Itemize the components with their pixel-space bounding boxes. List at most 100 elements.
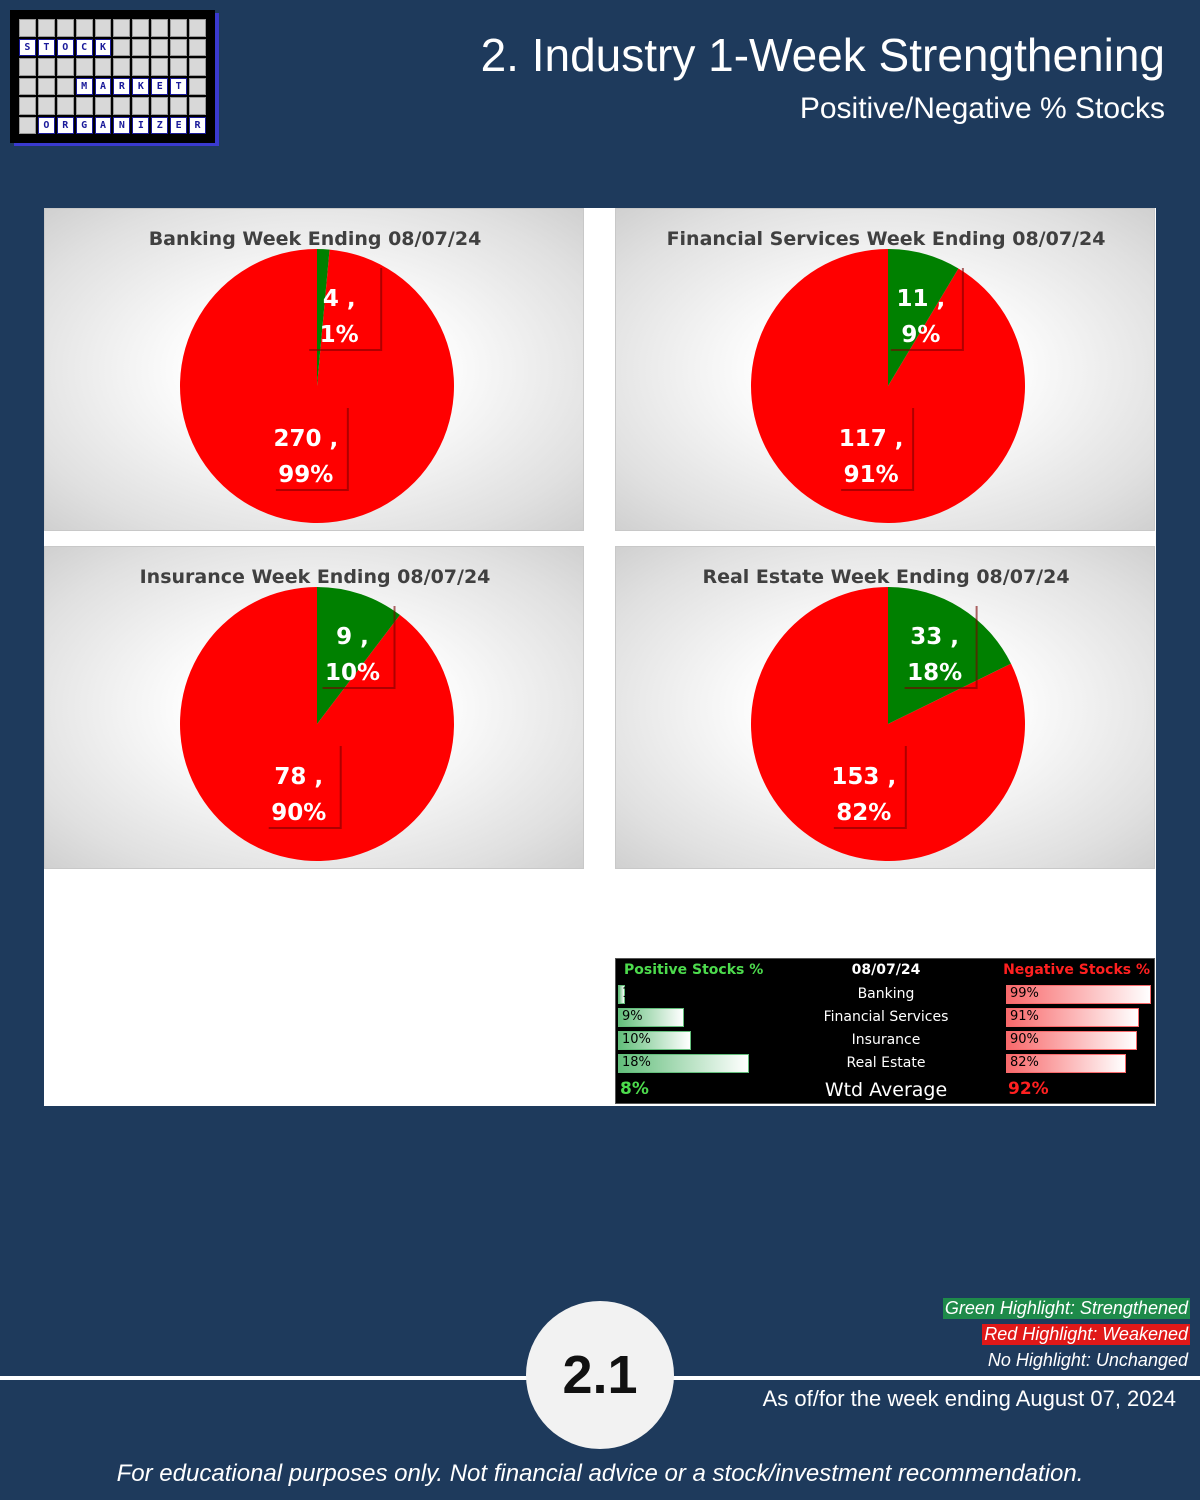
positive-cell: 18% xyxy=(618,1053,766,1074)
logo-cell xyxy=(94,97,112,115)
logo-letter: T xyxy=(37,38,55,56)
logo-cell xyxy=(113,97,131,115)
logo-cell xyxy=(37,77,55,95)
negative-cell: 99% xyxy=(1006,984,1154,1005)
negative-value: 91% xyxy=(1010,1009,1039,1024)
logo-cell xyxy=(75,19,93,37)
negative-label-percent: 99% xyxy=(278,462,333,488)
date-header: 08/07/24 xyxy=(851,962,921,978)
positive-label-callout xyxy=(322,606,396,689)
industry-name: Financial Services xyxy=(823,1009,949,1025)
negative-label-callout xyxy=(268,746,342,829)
logo-letter: O xyxy=(37,116,55,134)
negative-cell: 82% xyxy=(1006,1053,1154,1074)
logo-cell xyxy=(189,19,206,37)
logo-letter: O xyxy=(56,38,74,56)
page-title: 2. Industry 1-Week Strengthening xyxy=(480,29,1165,81)
logo-cell xyxy=(113,58,131,76)
real-estate-pie-chart: Real Estate Week Ending 08/07/24 33 , 18% 1… xyxy=(615,546,1155,869)
summary-row: 18% Real Estate 82% xyxy=(616,1052,1154,1075)
positive-label-percent: 10% xyxy=(325,660,380,686)
logo-cell xyxy=(170,97,188,115)
charts-panel: Banking Week Ending 08/07/24 4 , 1% 270 , 99… xyxy=(44,208,1156,1106)
negative-header: Negative Stocks % xyxy=(1003,962,1150,978)
negative-label-count: 270 , xyxy=(273,426,338,452)
logo-cell xyxy=(151,19,169,37)
logo-cell xyxy=(170,19,188,37)
positive-label-callout xyxy=(309,268,383,351)
logo-cell xyxy=(170,58,188,76)
positive-label-count: 11 , xyxy=(897,286,946,312)
negative-label-callout xyxy=(275,408,349,491)
positive-label-percent: 18% xyxy=(907,660,962,686)
logo-cell xyxy=(19,19,36,37)
logo-letter: M xyxy=(75,77,93,95)
logo-cell xyxy=(37,97,55,115)
positive-cell: 9% xyxy=(618,1007,766,1028)
logo-cell xyxy=(132,19,150,37)
logo-cell xyxy=(189,97,206,115)
logo-cell xyxy=(151,58,169,76)
logo-cell xyxy=(113,19,131,37)
logo-letter: G xyxy=(75,116,93,134)
negative-label-count: 117 , xyxy=(839,426,904,452)
negative-label-percent: 90% xyxy=(271,800,326,826)
logo-cell xyxy=(19,116,36,134)
logo-letter: K xyxy=(94,38,112,56)
negative-databar xyxy=(1006,1054,1126,1073)
logo-letter: Z xyxy=(151,116,169,134)
negative-databar xyxy=(1006,985,1151,1004)
logo-cell xyxy=(56,58,74,76)
summary-row: 9% Financial Services 91% xyxy=(616,1006,1154,1029)
pie-title: Real Estate Week Ending 08/07/24 xyxy=(702,566,1069,588)
positive-databar xyxy=(618,985,626,1004)
logo-cell xyxy=(132,97,150,115)
pie-slice-positive xyxy=(888,587,1011,724)
logo-cell xyxy=(37,58,55,76)
positive-label-count: 9 , xyxy=(336,624,369,650)
pie-slice-positive xyxy=(888,249,959,386)
as-of-date: As of/for the week ending August 07, 202… xyxy=(762,1386,1176,1411)
logo-cell xyxy=(113,38,131,56)
pie-slice-positive xyxy=(317,249,330,386)
summary-row: 10% Insurance 90% xyxy=(616,1029,1154,1052)
positive-label-percent: 1% xyxy=(320,322,359,348)
summary-row: 1% Banking 99% xyxy=(616,983,1154,1006)
negative-cell: 90% xyxy=(1006,1030,1154,1051)
pie-slice-negative xyxy=(180,587,455,861)
positive-label-count: 4 , xyxy=(323,286,356,312)
legend-none: No Highlight: Unchanged xyxy=(987,1350,1188,1370)
financial-services-pie-svg: Financial Services Week Ending 08/07/24 1… xyxy=(667,228,1106,523)
logo-letter: E xyxy=(151,77,169,95)
pie-title: Financial Services Week Ending 08/07/24 xyxy=(667,228,1106,250)
logo-letter: A xyxy=(94,77,112,95)
legend-red: Red Highlight: Weakened xyxy=(982,1324,1190,1345)
positive-cell: 10% xyxy=(618,1030,766,1051)
logo-letter: N xyxy=(113,116,131,134)
financial-services-pie-chart: Financial Services Week Ending 08/07/24 1… xyxy=(615,208,1155,531)
negative-value: 90% xyxy=(1010,1032,1039,1047)
disclaimer: For educational purposes only. Not finan… xyxy=(116,1460,1084,1487)
real-estate-pie-svg: Real Estate Week Ending 08/07/24 33 , 18% 1… xyxy=(702,566,1070,861)
negative-value: 99% xyxy=(1010,986,1039,1001)
logo-cell xyxy=(189,38,206,56)
negative-label-count: 78 , xyxy=(274,764,323,790)
logo-letter: T xyxy=(170,77,188,95)
positive-value: 9% xyxy=(622,1009,643,1024)
positive-label-callout xyxy=(890,268,964,351)
pie-title: Insurance Week Ending 08/07/24 xyxy=(140,566,491,588)
logo-letter: R xyxy=(189,116,206,134)
positive-databar xyxy=(618,1031,691,1050)
logo-letter: E xyxy=(170,116,188,134)
logo-cell xyxy=(94,58,112,76)
logo-cell xyxy=(56,97,74,115)
logo-cell xyxy=(19,58,36,76)
logo-cell xyxy=(170,38,188,56)
industry-name: Insurance xyxy=(851,1032,921,1048)
logo-cell xyxy=(19,77,36,95)
page-number-badge: 2.1 xyxy=(526,1301,674,1449)
logo-letter: I xyxy=(132,116,150,134)
logo-cell xyxy=(75,97,93,115)
